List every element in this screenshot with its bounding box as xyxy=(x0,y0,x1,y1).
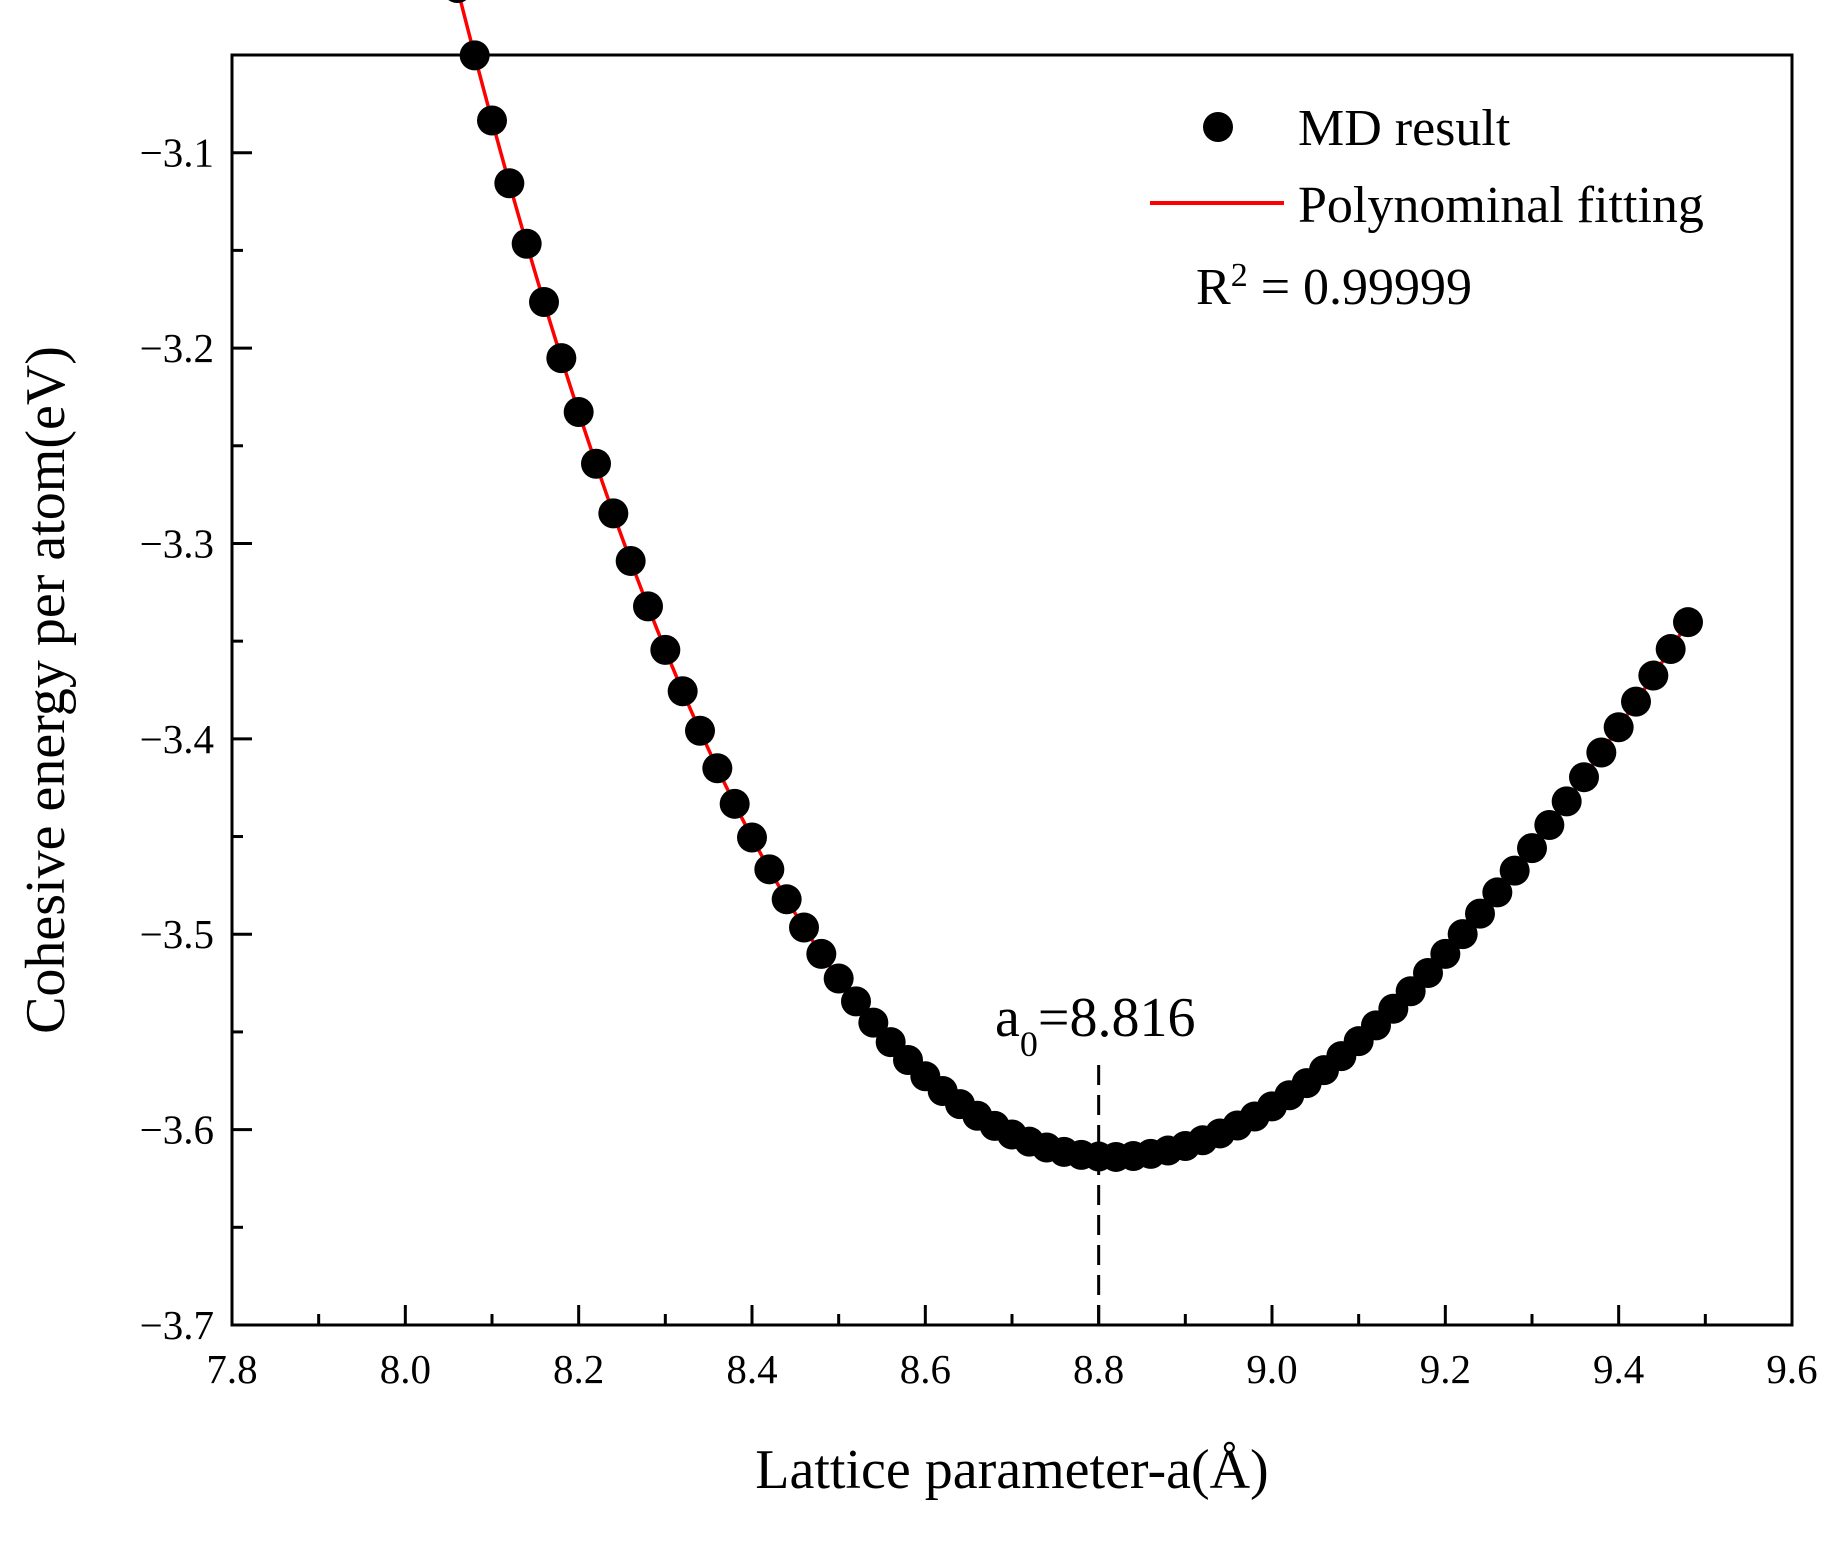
md-result-point xyxy=(1638,660,1669,691)
fit-line xyxy=(458,0,1690,1159)
md-result-point xyxy=(1586,737,1617,768)
md-result-point xyxy=(754,854,785,885)
md-result-point xyxy=(633,591,663,622)
md-result-point xyxy=(563,397,594,428)
x-tick-label: 8.0 xyxy=(380,1346,431,1392)
y-tick-label: −3.4 xyxy=(140,716,214,762)
md-result-point xyxy=(1447,919,1478,950)
x-tick-label: 8.8 xyxy=(1073,1346,1124,1392)
x-tick-label: 7.8 xyxy=(206,1346,257,1392)
md-result-point xyxy=(650,634,681,665)
md-result-point xyxy=(546,343,577,374)
md-result-point xyxy=(615,545,646,576)
y-axis-title: Cohesive energy per atom(eV) xyxy=(15,346,77,1034)
x-tick-label: 9.2 xyxy=(1420,1346,1471,1392)
x-tick-label: 8.6 xyxy=(900,1346,951,1392)
legend-r-squared: R2 = 0.99999 xyxy=(1196,257,1472,317)
y-tick-label: −3.7 xyxy=(140,1302,214,1348)
md-result-point xyxy=(511,228,542,259)
md-result-point xyxy=(494,168,525,199)
md-result-point xyxy=(1517,833,1547,864)
md-result-point xyxy=(1621,686,1651,717)
fit-line-layer xyxy=(458,0,1690,1159)
y-tick-label: −3.5 xyxy=(140,911,214,957)
x-tick-label: 8.2 xyxy=(553,1346,604,1392)
x-axis-title: Lattice parameter-a(Å) xyxy=(755,1439,1268,1501)
md-result-point xyxy=(1603,712,1634,743)
md-result-point xyxy=(1551,786,1582,817)
x-tick-label: 9.6 xyxy=(1766,1346,1817,1392)
legend-label-md-result: MD result xyxy=(1298,100,1511,157)
a0-label: a0=8.816 xyxy=(995,987,1195,1064)
x-tick-label: 8.4 xyxy=(726,1346,777,1392)
legend-marker-md-result xyxy=(1203,112,1233,142)
axes: 7.8 8.0 8.2 8.4 8.6 8.8 9.0 9.2 9.4 9.6 −3.7 −3.6 −3… xyxy=(15,53,1818,1501)
md-result-point xyxy=(1569,762,1599,793)
md-result-point xyxy=(1465,898,1495,929)
md-result-point xyxy=(1499,855,1530,886)
md-result-point xyxy=(685,715,715,746)
md-result-point xyxy=(1430,938,1461,969)
md-result-point xyxy=(858,1007,889,1038)
y-tick-label: −3.6 xyxy=(140,1107,214,1153)
md-result-point xyxy=(737,822,767,853)
y-tick-label: −3.2 xyxy=(140,325,214,371)
md-result-point xyxy=(581,448,611,479)
legend-label-fit: Polynominal fitting xyxy=(1298,177,1704,234)
md-result-point xyxy=(529,287,559,318)
md-result-point xyxy=(771,884,802,915)
x-tick-label: 9.0 xyxy=(1246,1346,1297,1392)
md-result-point xyxy=(823,963,854,994)
md-result-point xyxy=(841,986,871,1017)
legend: MD result Polynominal fitting R2 = 0.99999 xyxy=(1150,100,1704,316)
y-tick-label: −3.3 xyxy=(140,520,214,566)
md-result-point xyxy=(702,753,733,784)
md-result-point xyxy=(459,40,490,71)
md-result-point xyxy=(789,912,819,943)
md-result-point xyxy=(1534,810,1565,841)
x-tick-label: 9.4 xyxy=(1593,1346,1644,1392)
md-result-point xyxy=(1655,634,1686,665)
md-result-point xyxy=(806,938,837,969)
md-result-point xyxy=(598,498,629,529)
md-result-point xyxy=(1413,957,1443,988)
md-result-point xyxy=(667,676,698,707)
md-result-point xyxy=(1673,607,1703,638)
md-result-point xyxy=(448,0,467,4)
md-result-point xyxy=(719,788,750,819)
scatter-layer xyxy=(448,0,1703,1172)
md-result-point xyxy=(477,105,507,136)
y-tick-label: −3.1 xyxy=(140,130,214,176)
md-result-point xyxy=(1482,877,1513,908)
annotation: a0=8.816 xyxy=(995,987,1195,1325)
